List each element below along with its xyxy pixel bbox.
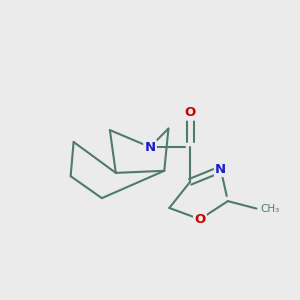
Text: N: N xyxy=(215,163,226,176)
Text: O: O xyxy=(184,106,196,119)
Text: CH₃: CH₃ xyxy=(261,204,280,214)
Text: N: N xyxy=(144,140,156,154)
Text: O: O xyxy=(194,213,206,226)
